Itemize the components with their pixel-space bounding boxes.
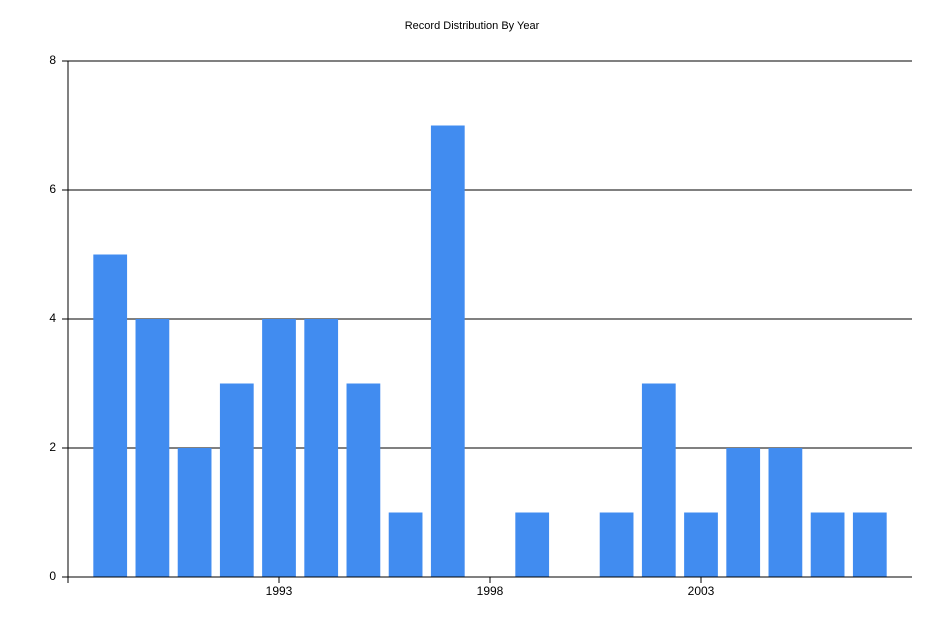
x-tick-label: 1998 — [477, 584, 504, 598]
bar — [852, 512, 887, 577]
chart-title: Record Distribution By Year — [405, 20, 540, 32]
bar — [135, 319, 170, 577]
bar — [684, 512, 718, 577]
bar — [262, 319, 296, 577]
bar — [388, 512, 423, 577]
bar — [599, 512, 634, 577]
x-tick-label: 2003 — [688, 584, 715, 598]
y-tick-label: 4 — [49, 311, 56, 325]
bar — [430, 125, 465, 577]
bar — [641, 383, 676, 577]
bar — [177, 448, 212, 577]
bar — [346, 383, 381, 577]
bar — [304, 319, 339, 577]
bar — [93, 254, 128, 577]
y-tick-label: 6 — [49, 182, 56, 196]
bar — [515, 512, 550, 577]
bar — [768, 448, 803, 577]
y-tick-label: 0 — [49, 569, 56, 583]
bar — [219, 383, 254, 577]
y-tick-label: 2 — [49, 440, 56, 454]
bar — [810, 512, 845, 577]
x-tick-label: 1993 — [266, 584, 293, 598]
bar — [726, 448, 761, 577]
y-tick-label: 8 — [49, 53, 56, 67]
